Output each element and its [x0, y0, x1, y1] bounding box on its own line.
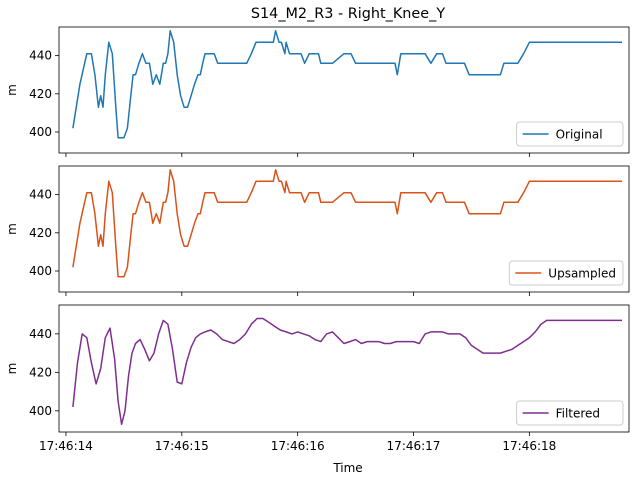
subplot-3: 400 420 440 17:46:14 17:46:15 17:46:16 17:46:1… — [5, 304, 630, 453]
x-tick-label: 17:46:15 — [155, 439, 209, 453]
legend-entry: Upsampled — [548, 267, 616, 281]
y-tick-label: 440 — [29, 49, 52, 63]
subplot-2: 400 420 440 m Upsampled — [5, 165, 630, 296]
x-tick-label: 17:46:17 — [387, 439, 441, 453]
y-tick-label: 440 — [29, 188, 52, 202]
subplot-1: 400 420 440 m Original — [5, 26, 630, 157]
y-tick-label: 420 — [29, 365, 52, 379]
legend: Filtered — [516, 400, 624, 426]
legend-box — [508, 260, 624, 286]
x-tick-label: 17:46:16 — [271, 439, 325, 453]
legend: Original — [516, 121, 624, 147]
legend-entry: Filtered — [556, 407, 600, 421]
legend: Upsampled — [508, 260, 624, 286]
y-axis-label: m — [5, 223, 19, 235]
legend-box — [516, 121, 624, 147]
axes-frame — [58, 26, 630, 154]
legend-box — [516, 400, 624, 426]
y-tick-label: 440 — [29, 327, 52, 341]
series-line-original — [72, 30, 622, 139]
series-line-filtered — [72, 317, 622, 426]
axes-frame — [58, 304, 630, 433]
series-line-upsampled — [72, 169, 622, 278]
y-axis-label: m — [5, 84, 19, 96]
x-axis-label: Time — [332, 461, 362, 475]
y-tick-label: 400 — [29, 125, 52, 139]
x-tick-label: 17:46:18 — [502, 439, 556, 453]
legend-entry: Original — [556, 128, 603, 142]
x-tick-label: 17:46:14 — [39, 439, 93, 453]
chart-title: S14_M2_R3 - Right_Knee_Y — [251, 6, 445, 22]
y-tick-label: 420 — [29, 87, 52, 101]
axes-frame — [58, 165, 630, 293]
y-tick-label: 400 — [29, 264, 52, 278]
y-tick-label: 400 — [29, 404, 52, 418]
y-axis-label: m — [5, 363, 19, 375]
subplot-panels: 400420440mOriginal400420440mUpsampled400… — [5, 26, 630, 453]
y-tick-label: 420 — [29, 226, 52, 240]
